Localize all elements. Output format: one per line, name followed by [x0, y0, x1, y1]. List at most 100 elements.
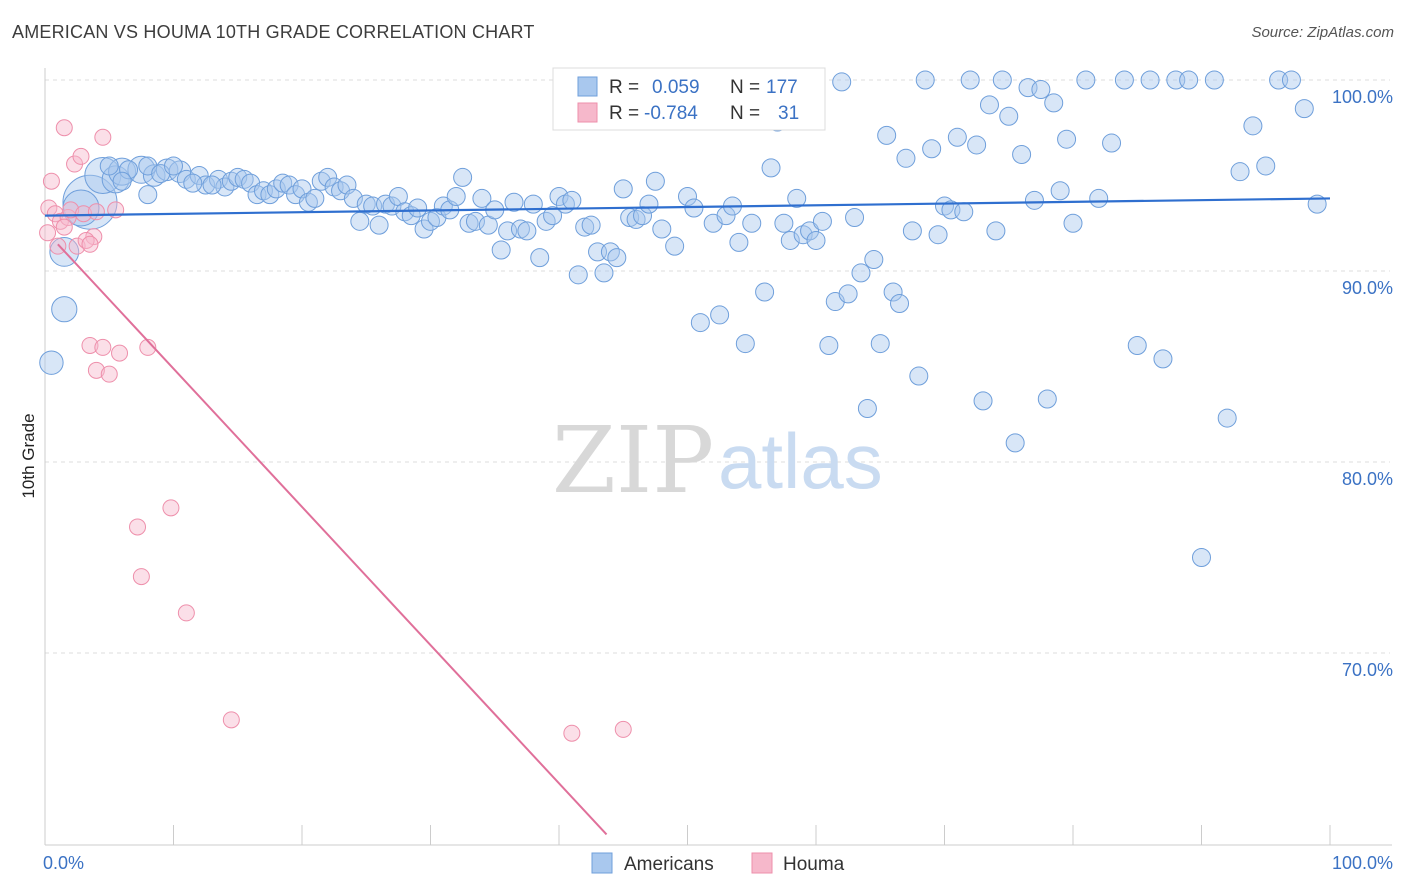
houma-point-15 [49, 237, 67, 255]
americans-point-160 [1217, 408, 1237, 428]
stats-legend-box [552, 67, 826, 131]
axes [44, 68, 1392, 846]
americans-point-133 [967, 135, 987, 155]
americans-point-71 [543, 206, 563, 226]
americans-point-63 [491, 240, 511, 260]
americans-point-148 [1063, 213, 1083, 233]
americans-point-57 [453, 167, 473, 187]
americans-point-51 [414, 219, 434, 239]
stats-r-value-americans: 0.059 [652, 77, 700, 98]
americans-point-112 [832, 72, 852, 92]
americans-point-10 [119, 160, 139, 180]
americans-point-123 [902, 221, 922, 241]
americans-point-110 [819, 335, 839, 355]
legend-label-americans: Americans [624, 854, 714, 875]
houma-point-0 [42, 172, 60, 190]
y-axis-label: 10th Grade [19, 413, 38, 498]
americans-point-75 [568, 265, 588, 285]
americans-point-82 [613, 179, 633, 199]
americans-point-116 [857, 399, 877, 419]
americans-point-59 [465, 211, 485, 231]
houma-point-28 [132, 568, 150, 586]
x-tick-label-1: 100.0% [1332, 853, 1393, 873]
americans-point-172 [112, 171, 132, 191]
americans-point-56 [446, 187, 466, 207]
houma-point-13 [68, 237, 86, 255]
americans-point-163 [1256, 156, 1276, 176]
americans-point-115 [851, 263, 871, 283]
houma-point-27 [162, 499, 180, 517]
americans-point-149 [1076, 70, 1096, 90]
stats-r-value-houma: -0.784 [644, 103, 698, 124]
watermark-atlas: atlas [718, 417, 883, 505]
americans-point-142 [1024, 190, 1044, 210]
houma-point-9 [62, 201, 80, 219]
americans-point-130 [947, 127, 967, 147]
legend-label-houma: Houma [783, 854, 845, 875]
americans-point-42 [356, 194, 376, 214]
x-tick-labels: 0.0% 100.0% [43, 853, 1393, 873]
americans-point-119 [877, 125, 897, 145]
houma-point-12 [85, 228, 103, 246]
americans-point-124 [909, 366, 929, 386]
americans-point-20 [228, 167, 248, 187]
americans-point-132 [960, 70, 980, 90]
houma-point-22 [111, 344, 129, 362]
americans-point-157 [1179, 70, 1199, 90]
americans-point-13 [164, 156, 183, 176]
houma-point-26 [129, 518, 147, 536]
americans-point-105 [787, 188, 807, 208]
americans-point-150 [1089, 188, 1109, 208]
americans-point-72 [549, 187, 569, 207]
americans-point-154 [1140, 70, 1160, 90]
americans-point-109 [812, 211, 832, 231]
stats-r-label-americans: R = [609, 77, 639, 98]
americans-point-118 [870, 334, 890, 354]
americans-point-58 [459, 213, 479, 233]
houma-point-16 [39, 224, 57, 242]
houma-point-19 [55, 218, 73, 236]
source-credit: Source: ZipAtlas.com [1251, 24, 1394, 41]
americans-point-137 [992, 70, 1012, 90]
houma-point-4 [94, 128, 112, 146]
stats-swatch-americans [577, 76, 598, 97]
americans-point-146 [1050, 181, 1070, 201]
americans-point-144 [1037, 389, 1057, 409]
houma-point-25 [100, 365, 118, 383]
americans-point-108 [806, 230, 826, 250]
americans-point-41 [350, 211, 370, 231]
watermark-zip: ZIP [552, 407, 714, 514]
americans-point-113 [838, 284, 858, 304]
houma-point-17 [87, 203, 105, 221]
americans-point-29 [273, 173, 293, 193]
americans-point-44 [369, 215, 389, 235]
legend-swatch-americans [591, 852, 613, 874]
americans-point-30 [279, 175, 299, 195]
americans-point-77 [581, 215, 601, 235]
americans-point-171 [138, 185, 158, 205]
americans-point-158 [1192, 548, 1211, 567]
houma-point-30 [222, 711, 240, 729]
americans-point-122 [896, 148, 916, 168]
stats-n-label-americans: N = [730, 77, 760, 98]
series-legend: Americans Houma [591, 852, 845, 875]
americans-point-92 [690, 313, 710, 333]
y-tick-label-1: 90.0% [1342, 278, 1393, 298]
americans-point-89 [665, 236, 685, 256]
americans-point-50 [408, 198, 428, 218]
houma-point-23 [139, 338, 157, 356]
americans-point-152 [1114, 70, 1134, 90]
americans-point-103 [774, 213, 794, 233]
americans-point-153 [1127, 335, 1147, 355]
americans-point-40 [343, 188, 363, 208]
americans-point-21 [183, 173, 203, 193]
houma-point-32 [614, 720, 632, 738]
houma-points [39, 119, 632, 742]
y-tick-label-2: 80.0% [1342, 469, 1393, 489]
americans-point-100 [755, 282, 775, 302]
americans-point-143 [1031, 80, 1051, 100]
americans-point-126 [922, 139, 942, 159]
y-tick-label-0: 100.0% [1332, 87, 1393, 107]
americans-point-22 [202, 175, 222, 195]
